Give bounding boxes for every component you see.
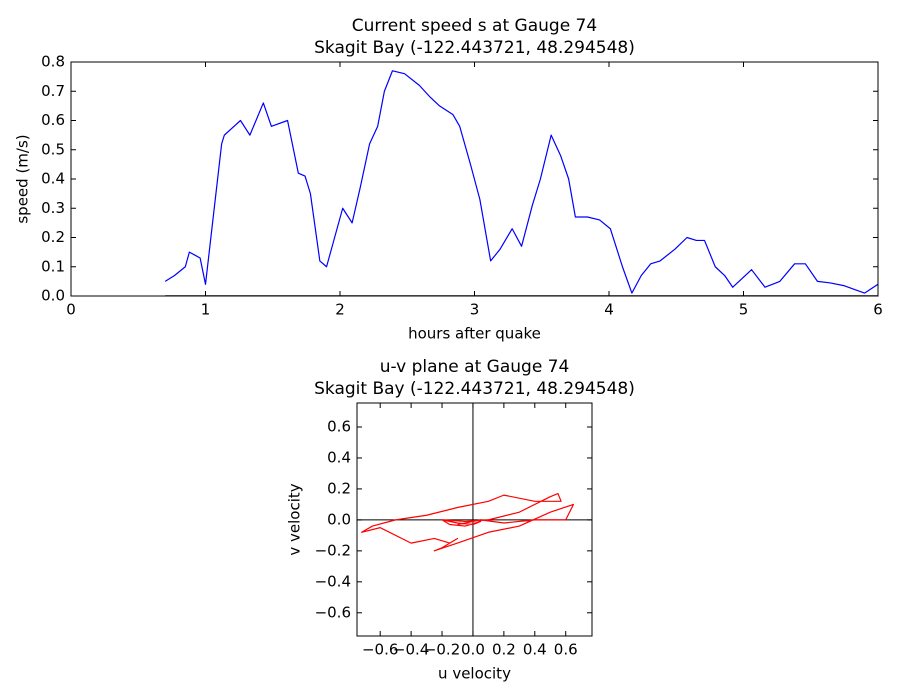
y-tick-label: 0.8 — [41, 53, 65, 71]
y-tick-label: −0.2 — [315, 541, 351, 559]
data-line — [164, 70, 878, 294]
y-tick-label: 0.6 — [41, 111, 65, 129]
x-tick-label: 0.4 — [523, 641, 547, 659]
x-tick-label: 3 — [470, 301, 480, 319]
y-tick-label: 0.4 — [327, 448, 351, 466]
y-tick-label: −0.6 — [315, 603, 351, 621]
x-tick-label: 0.0 — [461, 641, 485, 659]
x-tick-label: 0 — [66, 301, 76, 319]
y-tick-label: 0.2 — [41, 228, 65, 246]
chart-title: Current speed s at Gauge 74 — [352, 16, 597, 36]
y-axis-label: v velocity — [286, 483, 304, 555]
chart-subtitle: Skagit Bay (-122.443721, 48.294548) — [314, 38, 635, 58]
y-tick-label: 0.0 — [41, 287, 65, 305]
y-tick-label: 0.7 — [41, 82, 65, 100]
x-tick-label: 6 — [873, 301, 883, 319]
plot-area — [164, 70, 878, 296]
axes-frame — [70, 61, 879, 297]
x-axis-label: hours after quake — [408, 325, 541, 343]
y-tick-label: −0.4 — [315, 572, 351, 590]
x-tick-label: 4 — [604, 301, 614, 319]
axes-frame — [356, 402, 593, 637]
y-tick-label: 0.0 — [327, 510, 351, 528]
chart-title: u-v plane at Gauge 74 — [380, 357, 570, 377]
x-tick-label: 0.6 — [554, 641, 578, 659]
y-tick-label: 0.1 — [41, 257, 65, 275]
y-axis-label: speed (m/s) — [14, 134, 32, 223]
y-tick-label: 0.5 — [41, 140, 65, 158]
x-axis-label: u velocity — [438, 665, 511, 683]
x-tick-label: 1 — [201, 301, 211, 319]
y-tick-label: 0.2 — [327, 479, 351, 497]
y-tick-label: 0.6 — [327, 417, 351, 435]
plot-area — [357, 403, 592, 636]
x-tick-label: −0.2 — [424, 641, 460, 659]
x-tick-label: 0.2 — [492, 641, 516, 659]
x-tick-label: −0.4 — [393, 641, 429, 659]
x-tick-label: 2 — [335, 301, 345, 319]
data-line — [361, 492, 575, 552]
x-tick-label: 5 — [739, 301, 749, 319]
y-tick-label: 0.3 — [41, 199, 65, 217]
y-tick-label: 0.4 — [41, 170, 65, 188]
x-tick-label: −0.6 — [362, 641, 398, 659]
chart-subtitle: Skagit Bay (-122.443721, 48.294548) — [314, 379, 635, 399]
